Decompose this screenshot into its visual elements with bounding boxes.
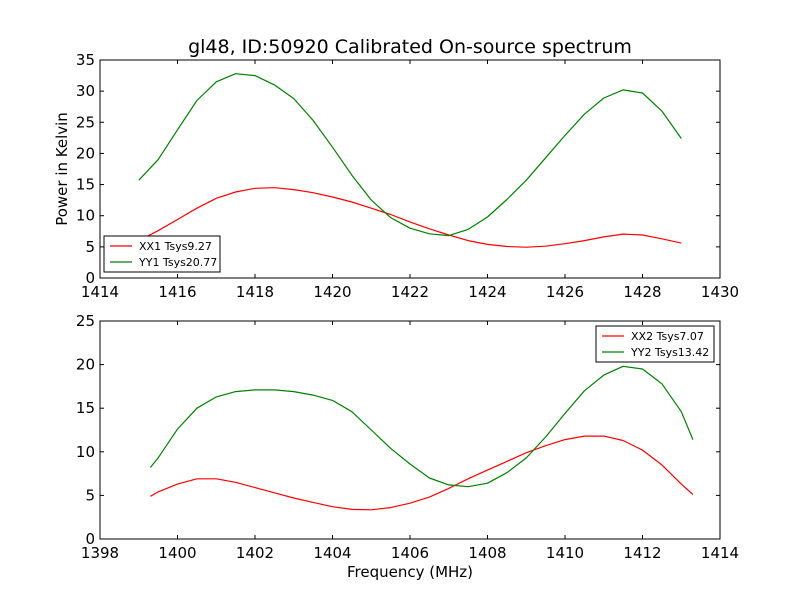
series-line-xx — [138, 187, 682, 248]
y-tick-label: 5 — [85, 238, 95, 256]
y-tick-label: 25 — [76, 312, 95, 330]
series-line-yy — [138, 73, 682, 237]
x-tick-label: 1404 — [313, 544, 351, 562]
x-axis-label: Frequency (MHz) — [347, 563, 473, 581]
x-tick-label: 1426 — [546, 283, 584, 301]
y-tick-label: 10 — [76, 207, 95, 225]
legend-box — [103, 235, 221, 273]
legend-label: YY1 Tsys20.77 — [138, 256, 217, 269]
x-tick-label: 1410 — [546, 544, 584, 562]
x-tick-label: 1406 — [391, 544, 429, 562]
y-axis-label: Power in Kelvin — [53, 112, 71, 226]
y-tick-label: 30 — [76, 82, 95, 100]
x-tick-label: 1428 — [623, 283, 661, 301]
y-tick-label: 0 — [85, 530, 95, 548]
x-tick-label: 1412 — [623, 544, 661, 562]
x-tick-label: 1400 — [158, 544, 196, 562]
top-subplot: 1414 1416 1418 1420 1422 1424 1426 1428 1430 0 5 10… — [76, 51, 739, 301]
x-tick-label: 1420 — [313, 283, 351, 301]
y-tick-label: 15 — [76, 399, 95, 417]
legend: XX2 Tsys7.07 YY2 Tsys13.42 — [595, 325, 715, 363]
x-tick-label: 1418 — [236, 283, 274, 301]
legend: XX1 Tsys9.27 YY1 Tsys20.77 — [103, 235, 221, 273]
chart-title: gl48, ID:50920 Calibrated On-source spec… — [188, 36, 632, 58]
y-tick-label: 15 — [76, 176, 95, 194]
x-tick-label: 1424 — [468, 283, 506, 301]
y-tick-label: 20 — [76, 144, 95, 162]
x-tick-label: 1430 — [701, 283, 739, 301]
y-tick-label: 35 — [76, 51, 95, 69]
legend-label: XX1 Tsys9.27 — [139, 240, 212, 253]
y-tick-label: 0 — [85, 269, 95, 287]
series-line-xx — [150, 435, 694, 511]
legend-label: YY2 Tsys13.42 — [630, 346, 709, 359]
x-tick-label: 1402 — [236, 544, 274, 562]
x-tick-label: 1414 — [701, 544, 739, 562]
x-tick-label: 1416 — [158, 283, 196, 301]
y-tick-label: 25 — [76, 113, 95, 131]
series-line-yy — [149, 365, 694, 488]
x-tick-label: 1408 — [468, 544, 506, 562]
y-tick-label: 20 — [76, 356, 95, 374]
bottom-subplot: 1398 1400 1402 1404 1406 1408 1410 1412 1414 0 5 10… — [76, 312, 739, 562]
legend-box — [595, 325, 715, 363]
y-tick-label: 10 — [76, 443, 95, 461]
y-tick-label: 5 — [85, 486, 95, 504]
x-tick-label: 1398 — [81, 544, 119, 562]
x-tick-label: 1422 — [391, 283, 429, 301]
legend-label: XX2 Tsys7.07 — [631, 330, 704, 343]
x-tick-label: 1414 — [81, 283, 119, 301]
